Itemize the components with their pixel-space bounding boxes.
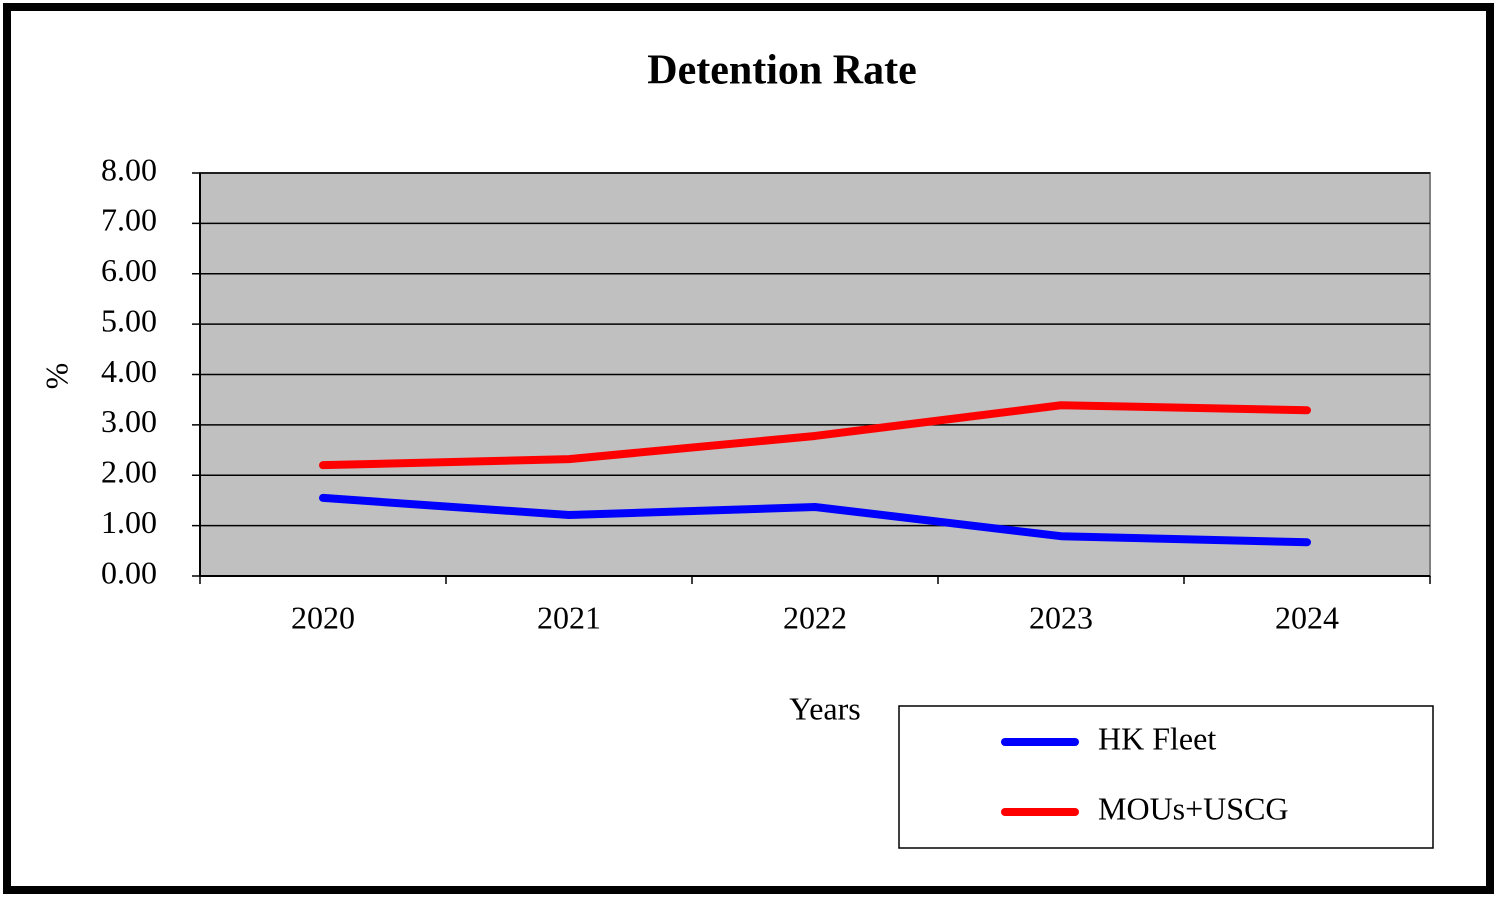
x-tick-label: 2020 xyxy=(291,599,355,635)
legend-box xyxy=(898,705,1434,849)
x-axis-label: Years xyxy=(789,690,860,726)
y-tick-label: 5.00 xyxy=(101,302,157,338)
series-line xyxy=(319,401,1311,470)
y-tick-label: 1.00 xyxy=(101,504,157,540)
y-tick-label: 7.00 xyxy=(101,202,157,238)
chart-title: Detention Rate xyxy=(647,48,916,94)
x-tick-label: 2023 xyxy=(1029,599,1093,635)
y-axis-label: % xyxy=(38,363,74,390)
x-tick-label: 2022 xyxy=(783,599,847,635)
legend-label: HK Fleet xyxy=(1098,720,1216,756)
y-tick-label: 8.00 xyxy=(101,151,157,187)
y-tick-label: 6.00 xyxy=(101,252,157,288)
y-tick-label: 4.00 xyxy=(101,353,157,389)
y-tick-label: 2.00 xyxy=(101,454,157,490)
y-tick-label: 0.00 xyxy=(101,554,157,590)
x-tick-label: 2021 xyxy=(537,599,601,635)
x-tick-label: 2024 xyxy=(1275,599,1339,635)
series-line xyxy=(319,493,1311,547)
legend-label: MOUs+USCG xyxy=(1098,790,1289,826)
y-tick-label: 3.00 xyxy=(101,403,157,439)
